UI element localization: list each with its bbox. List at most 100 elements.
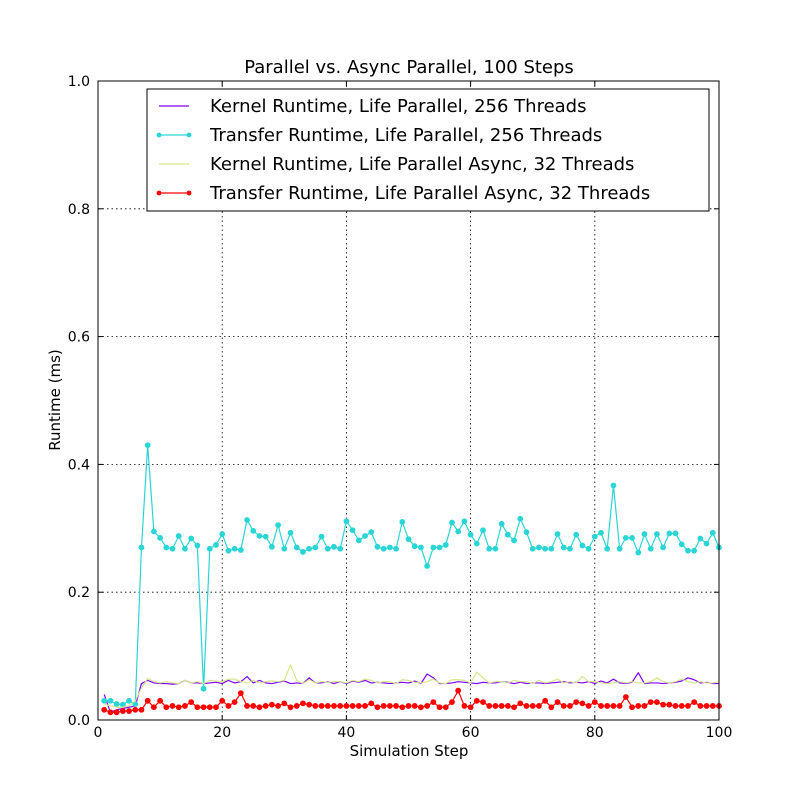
data-point [262, 533, 269, 540]
data-point [672, 530, 679, 537]
data-point [362, 533, 368, 539]
data-point [275, 703, 281, 709]
data-point [660, 544, 667, 551]
data-point [573, 531, 580, 538]
data-point [542, 697, 549, 704]
x-tick-label: 40 [337, 725, 355, 741]
data-point [536, 703, 542, 709]
data-point [442, 542, 449, 548]
data-point [647, 699, 654, 706]
data-point [598, 529, 604, 536]
data-point [480, 527, 486, 534]
data-point [685, 547, 691, 554]
y-tick-label: 0.8 [68, 202, 90, 218]
data-point [411, 703, 418, 709]
data-point [393, 703, 399, 709]
data-point [386, 703, 393, 709]
data-point [536, 544, 542, 551]
data-point [424, 563, 431, 569]
x-tick-label: 20 [213, 725, 231, 741]
data-point [188, 699, 195, 706]
legend-marker [186, 132, 192, 138]
y-tick-label: 0.0 [68, 713, 90, 729]
data-point [150, 704, 157, 711]
data-point [442, 704, 449, 711]
data-point [349, 527, 356, 534]
data-point [281, 700, 288, 707]
data-point [517, 700, 524, 707]
plot-frame [97, 80, 720, 721]
legend-item: Transfer Runtime, Life Parallel, 256 Thr… [156, 125, 602, 146]
data-point [455, 687, 462, 694]
data-point [126, 708, 132, 714]
data-point [418, 544, 424, 551]
data-point [672, 703, 679, 709]
data-point [256, 704, 263, 711]
data-point [157, 697, 164, 704]
data-point [616, 545, 623, 552]
data-point [200, 685, 207, 692]
data-point [697, 535, 704, 542]
data-point [641, 531, 648, 537]
data-point [691, 547, 698, 554]
data-point [368, 700, 375, 707]
y-tick-label: 1.0 [68, 74, 90, 90]
data-point [237, 547, 244, 553]
data-point [461, 703, 468, 709]
data-point [250, 527, 257, 534]
data-point [132, 701, 139, 707]
data-point [691, 699, 698, 706]
data-point [300, 700, 306, 707]
data-point [337, 703, 344, 709]
x-axis-label: Simulation Step [350, 742, 469, 760]
data-point [579, 700, 586, 707]
data-point [523, 529, 530, 536]
legend: Kernel Runtime, Life Parallel, 256 Threa… [146, 88, 710, 212]
series-line [104, 444, 720, 706]
data-point [604, 545, 611, 552]
data-point [598, 703, 604, 709]
data-point [163, 544, 170, 551]
data-point [306, 701, 313, 708]
data-point [293, 703, 300, 709]
data-point [647, 545, 654, 552]
data-point [461, 518, 468, 525]
data-point [517, 515, 524, 522]
data-point [113, 701, 120, 707]
data-point [467, 704, 474, 711]
legend-item: Kernel Runtime, Life Parallel, 256 Threa… [159, 96, 586, 117]
data-point [287, 529, 294, 536]
series-line [103, 672, 719, 713]
data-point [560, 544, 567, 551]
data-point [585, 703, 592, 709]
legend-label: Transfer Runtime, Life Parallel, 256 Thr… [209, 125, 602, 146]
data-point [622, 694, 629, 700]
data-point [399, 704, 406, 711]
data-point [194, 704, 201, 711]
data-point [573, 699, 580, 706]
data-point [318, 533, 325, 540]
data-point [213, 704, 219, 711]
data-point [554, 699, 561, 706]
data-point [610, 482, 617, 489]
data-point [641, 703, 648, 709]
y-tick-label: 0.2 [68, 585, 90, 601]
data-point [138, 706, 145, 713]
data-point [337, 545, 344, 552]
data-point [281, 545, 288, 552]
x-tick-label: 0 [94, 725, 103, 741]
data-point [250, 703, 257, 709]
data-point [511, 537, 517, 544]
data-point [107, 697, 114, 704]
data-point [622, 534, 629, 541]
data-point [188, 535, 195, 542]
data-point [219, 531, 226, 537]
data-point [424, 703, 431, 709]
data-point [436, 704, 443, 711]
series-1 [103, 672, 719, 713]
data-point [262, 703, 269, 709]
data-point [666, 701, 673, 708]
data-point [150, 528, 157, 535]
data-point [312, 703, 319, 709]
data-point [275, 522, 281, 529]
